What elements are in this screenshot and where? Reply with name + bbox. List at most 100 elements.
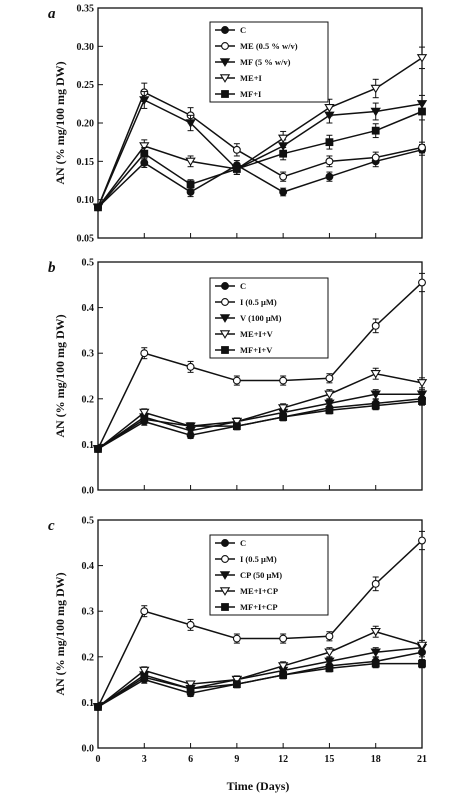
y-tick-label: 0.15 bbox=[77, 157, 95, 168]
chart-panel-a: a AN (% mg/100 mg DW) 0.05 0.10 0.15 0.20 0.25… bbox=[48, 4, 428, 245]
series-line bbox=[97, 110, 423, 208]
x-axis-label: Time (Days) bbox=[227, 779, 290, 793]
legend-label: I (0.5 μM) bbox=[240, 554, 277, 564]
data-point bbox=[418, 659, 426, 668]
series-5 bbox=[94, 102, 426, 212]
x-tick-label: 9 bbox=[234, 754, 239, 765]
series-5 bbox=[94, 659, 426, 711]
legend-entry: CP (50 μM) bbox=[215, 570, 282, 580]
data-point bbox=[325, 157, 334, 166]
data-point bbox=[371, 126, 380, 135]
data-point bbox=[139, 408, 150, 418]
data-point bbox=[325, 138, 334, 147]
data-point bbox=[185, 157, 196, 167]
data-point bbox=[279, 172, 288, 181]
legend-marker bbox=[221, 298, 229, 306]
data-point bbox=[371, 321, 380, 330]
legend-entry: ME (0.5 % w/v) bbox=[215, 41, 298, 51]
data-point bbox=[279, 413, 288, 421]
series-5 bbox=[94, 396, 426, 453]
series-line bbox=[97, 281, 423, 450]
legend-label: ME+I+CP bbox=[240, 586, 278, 596]
panel-label: b bbox=[48, 260, 56, 276]
y-tick-label: 0.0 bbox=[82, 744, 95, 755]
y-axis-label: AN (% mg/100 mg DW) bbox=[53, 572, 67, 695]
data-point bbox=[140, 158, 149, 167]
data-point bbox=[232, 376, 241, 385]
data-point bbox=[325, 406, 334, 415]
data-point bbox=[370, 648, 381, 658]
legend-marker bbox=[219, 58, 231, 67]
y-tick-label: 0.10 bbox=[77, 195, 95, 206]
data-point bbox=[186, 684, 195, 693]
data-point bbox=[324, 390, 335, 400]
series-line bbox=[97, 646, 423, 708]
data-point bbox=[370, 390, 381, 400]
data-point bbox=[370, 370, 381, 379]
legend-entry: MF (5 % w/v) bbox=[215, 57, 291, 67]
data-point bbox=[416, 379, 428, 388]
data-point bbox=[371, 153, 380, 162]
data-point bbox=[94, 703, 102, 711]
legend-label: MF+I bbox=[240, 89, 262, 99]
panel-label: c bbox=[48, 518, 55, 534]
data-point bbox=[140, 415, 149, 424]
plot-frame bbox=[97, 261, 423, 491]
x-tick-label: 12 bbox=[278, 754, 288, 765]
data-point bbox=[324, 103, 335, 113]
y-tick-label: 0.4 bbox=[82, 303, 95, 314]
data-point bbox=[186, 180, 195, 189]
data-point bbox=[140, 149, 149, 158]
data-point bbox=[139, 666, 150, 676]
legend-marker bbox=[221, 539, 229, 547]
legend-entry: ME+I+CP bbox=[215, 586, 278, 596]
data-point bbox=[279, 188, 288, 196]
data-point bbox=[231, 675, 243, 685]
series-line bbox=[97, 662, 422, 708]
legend-label: CP (50 μM) bbox=[240, 570, 282, 580]
data-point bbox=[232, 145, 241, 154]
y-tick-label: 0.30 bbox=[77, 42, 95, 53]
legend-entry: I (0.5 μM) bbox=[215, 297, 277, 307]
data-point bbox=[140, 349, 149, 358]
series-line bbox=[97, 57, 423, 208]
series-line bbox=[97, 149, 423, 208]
data-point bbox=[186, 422, 195, 431]
y-tick-label: 0.2 bbox=[82, 394, 95, 405]
legend-entry: I (0.5 μM) bbox=[215, 554, 277, 564]
legend: C I (0.5 μM) V (100 μM) ME+I+V MF+I+V bbox=[209, 277, 329, 359]
data-point bbox=[94, 203, 102, 212]
data-point bbox=[416, 390, 428, 400]
y-tick-label: 0.5 bbox=[82, 258, 95, 269]
legend-marker bbox=[221, 26, 229, 34]
data-point bbox=[416, 641, 428, 651]
y-tick-label: 0.1 bbox=[82, 698, 95, 709]
data-point bbox=[418, 278, 426, 287]
legend-marker bbox=[221, 346, 229, 354]
legend: C ME (0.5 % w/v) MF (5 % w/v) ME+I MF+I bbox=[209, 21, 329, 103]
x-tick-label: 3 bbox=[142, 754, 147, 765]
panel-label: a bbox=[48, 6, 56, 22]
legend-marker bbox=[221, 42, 229, 50]
legend-marker bbox=[221, 603, 229, 611]
legend-entry: ME+I+V bbox=[215, 329, 274, 339]
y-tick-label: 0.3 bbox=[82, 349, 95, 360]
data-point bbox=[232, 165, 241, 173]
y-axis-label: AN (% mg/100 mg DW) bbox=[53, 314, 67, 437]
data-point bbox=[277, 134, 289, 144]
y-tick-label: 0.0 bbox=[82, 486, 95, 497]
legend-label: C bbox=[240, 538, 246, 548]
x-tick-label: 6 bbox=[188, 754, 193, 765]
data-point bbox=[231, 417, 243, 427]
legend-entry: C bbox=[215, 281, 246, 291]
data-point bbox=[324, 648, 335, 658]
data-point bbox=[140, 607, 149, 616]
legend-entry: ME+I bbox=[215, 73, 263, 83]
legend-label: MF (5 % w/v) bbox=[240, 57, 291, 67]
data-point bbox=[279, 376, 288, 385]
data-point bbox=[370, 107, 381, 117]
y-tick-label: 0.1 bbox=[82, 440, 95, 451]
y-tick-label: 0.35 bbox=[77, 4, 95, 15]
data-point bbox=[186, 362, 195, 371]
